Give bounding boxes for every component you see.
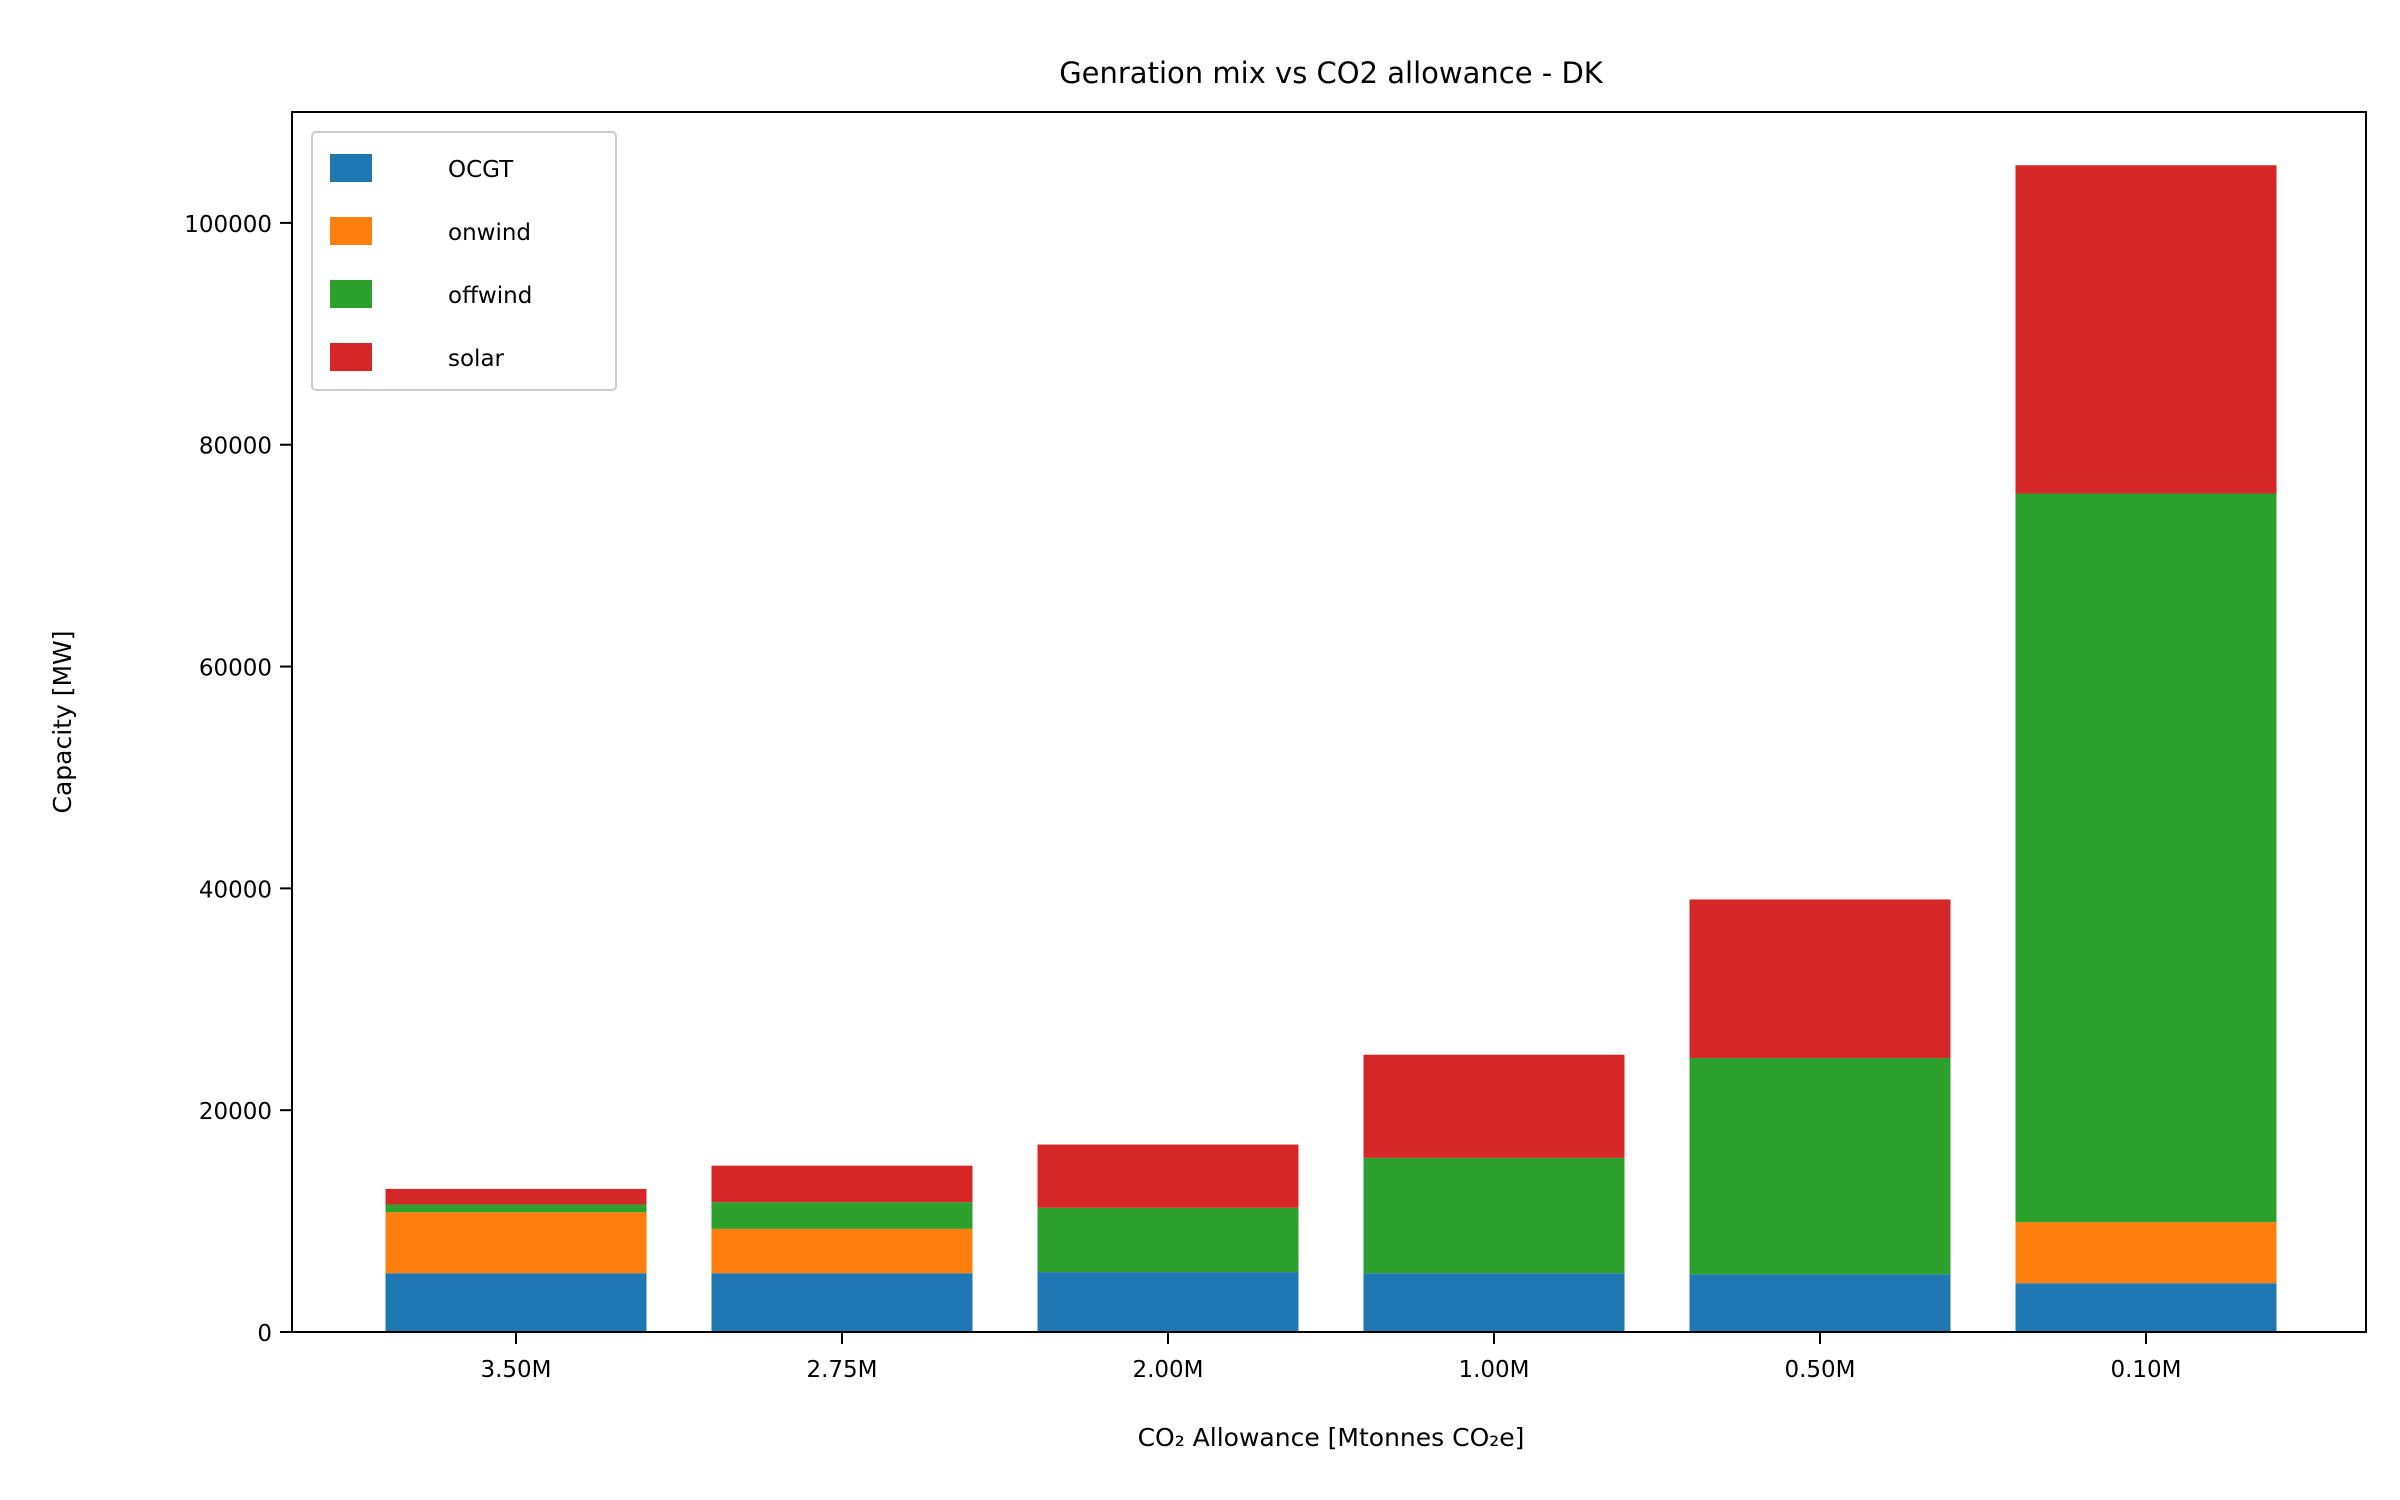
legend-label-OCGT: OCGT (448, 157, 514, 183)
y-tick-label-5: 100000 (184, 212, 272, 238)
bar-offwind-3 (1363, 1157, 1625, 1274)
plot-frame (291, 111, 2367, 1333)
bar-OCGT-3 (1363, 1273, 1625, 1332)
bar-OCGT-0 (385, 1273, 647, 1332)
x-axis: 3.50M 2.75M 2.00M 1.00M 0.50M 0.10M (480, 1332, 2182, 1383)
bar-solar-3 (1363, 1054, 1625, 1158)
bar-OCGT-4 (1689, 1274, 1951, 1332)
legend-swatch-onwind (330, 217, 372, 245)
legend-swatch-OCGT (330, 154, 372, 182)
bar-offwind-2 (1037, 1207, 1299, 1273)
bar-onwind-1 (711, 1228, 973, 1274)
bar-solar-1 (711, 1165, 973, 1203)
bar-onwind-0 (385, 1212, 647, 1274)
bar-solar-2 (1037, 1144, 1299, 1208)
y-tick-label-4: 80000 (199, 434, 272, 460)
bar-OCGT-1 (711, 1273, 973, 1332)
y-tick-label-0: 0 (257, 1321, 272, 1347)
x-tick-label-3: 1.00M (1458, 1357, 1529, 1383)
x-tick-label-5: 0.10M (2110, 1357, 2181, 1383)
y-axis-label: Capacity [MW] (48, 631, 77, 814)
bars (385, 165, 2277, 1332)
legend: OCGT onwind offwind solar (311, 131, 617, 391)
bar-offwind-4 (1689, 1058, 1951, 1275)
legend-label-onwind: onwind (448, 220, 531, 246)
y-tick-label-2: 40000 (199, 877, 272, 903)
x-tick-label-1: 2.75M (806, 1357, 877, 1383)
bar-solar-5 (2015, 165, 2277, 494)
bar-offwind-5 (2015, 493, 2277, 1223)
bar-solar-0 (385, 1188, 647, 1205)
bar-OCGT-5 (2015, 1283, 2277, 1332)
x-tick-label-0: 3.50M (480, 1357, 551, 1383)
legend-label-solar: solar (448, 346, 505, 372)
y-tick-label-3: 60000 (199, 656, 272, 682)
legend-box (311, 131, 617, 391)
bar-onwind-5 (2015, 1222, 2277, 1284)
y-axis: 0 20000 40000 60000 80000 100000 (184, 212, 292, 1347)
bar-offwind-1 (711, 1202, 973, 1229)
legend-label-offwind: offwind (448, 283, 532, 309)
chart-title: Genration mix vs CO2 allowance - DK (1059, 56, 1604, 90)
x-tick-label-4: 0.50M (1784, 1357, 1855, 1383)
y-tick-label-1: 20000 (199, 1099, 272, 1125)
legend-swatch-offwind (330, 280, 372, 308)
bar-offwind-0 (385, 1204, 647, 1213)
bar-OCGT-2 (1037, 1272, 1299, 1332)
bar-solar-4 (1689, 899, 1951, 1059)
x-tick-label-2: 2.00M (1132, 1357, 1203, 1383)
x-axis-label: CO₂ Allowance [Mtonnes CO₂e] (1138, 1423, 1525, 1452)
legend-swatch-solar (330, 343, 372, 371)
